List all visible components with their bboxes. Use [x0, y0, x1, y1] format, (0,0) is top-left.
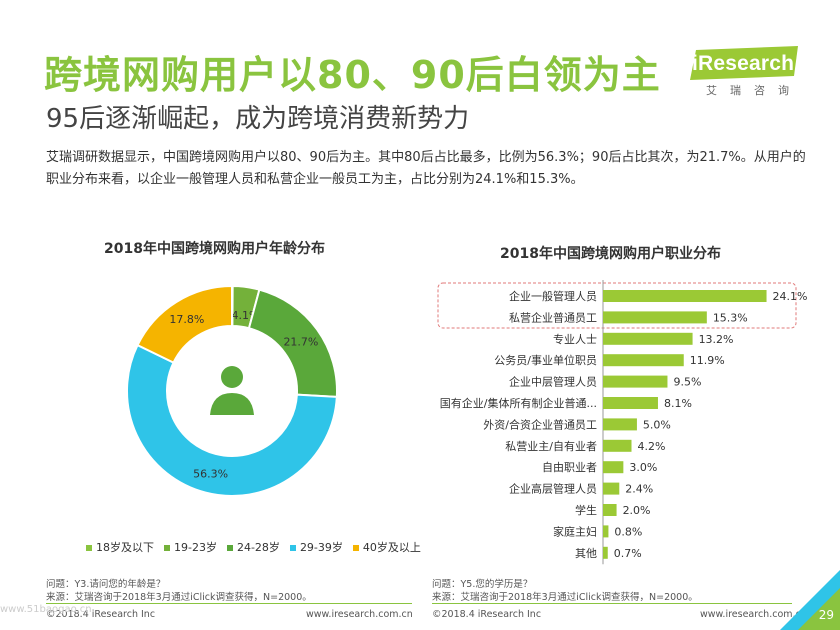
bar-category-label: 自由职业者 — [542, 460, 597, 474]
highlight-box — [437, 282, 797, 329]
bar-value-label: 2.4% — [625, 483, 653, 496]
legend-label: 24-28岁 — [236, 541, 280, 554]
donut-slice — [126, 343, 338, 497]
bar-value-label: 9.5% — [673, 376, 701, 389]
legend-swatch — [164, 545, 170, 551]
legend-label: 18岁及以下 — [96, 541, 154, 554]
page-subtitle: 95后逐渐崛起，成为跨境消费新势力 — [46, 104, 470, 134]
donut-label: 21.7% — [283, 335, 318, 348]
bar — [603, 482, 620, 495]
left-copyright: ©2018.4 iResearch Inc — [46, 609, 156, 620]
donut-label: 56.3% — [193, 467, 228, 480]
user-icon-body — [210, 393, 254, 415]
bar — [603, 375, 668, 388]
bar-category-label: 专业人士 — [553, 332, 597, 346]
bar-category-label: 其他 — [575, 547, 597, 560]
age-donut-chart: 0.1%4.1%21.7%56.3%17.8% — [126, 284, 338, 497]
bar — [603, 397, 658, 409]
left-source: 来源：艾瑞咨询于2018年3月通过iClick调查获得，N=2000。 — [46, 592, 312, 603]
legend-label: 40岁及以上 — [362, 541, 421, 554]
legend-label: 29-39岁 — [299, 541, 343, 554]
right-copyright: ©2018.4 iResearch Inc — [432, 609, 542, 620]
legend-item: 18岁及以下 — [86, 541, 154, 554]
donut-slice — [136, 284, 233, 364]
legend-swatch — [289, 545, 296, 551]
legend-swatch — [226, 545, 233, 551]
legend-swatch — [86, 545, 92, 551]
legend-label: 19-23岁 — [174, 541, 217, 554]
page-title: 跨境网购用户以80、90后白领为主 — [44, 53, 661, 97]
bar-value-label: 11.9% — [690, 354, 725, 367]
bar-value-label: 15.3% — [713, 311, 748, 324]
footer-divider-right — [432, 603, 792, 604]
bar-category-label: 外资/合资企业普通员工 — [483, 417, 597, 431]
logo-badge-icon — [690, 46, 798, 80]
bar-value-label: 8.1% — [664, 397, 692, 410]
bar-category-label: 私营企业普通员工 — [509, 310, 597, 324]
bar-category-label: 国有企业/集体所有制企业普通... — [440, 396, 597, 410]
footer-divider-left — [46, 603, 412, 604]
bar — [603, 439, 632, 452]
right-source: 来源：艾瑞咨询于2018年3月通过iClick调查获得，N=2000。 — [432, 592, 698, 603]
age-chart-title: 2018年中国跨境网购用户年龄分布 — [104, 241, 325, 257]
legend-item: 24-28岁 — [226, 541, 280, 554]
legend-swatch — [352, 545, 359, 551]
logo-text: iResearch — [692, 52, 795, 75]
intro-paragraph: 艾瑞调研数据显示，中国跨境网购用户以80、90后为主。其中80后占比最多，比例为… — [46, 150, 806, 187]
occupation-bar-chart: 企业一般管理人员 24.1% 私营企业普通员工 15.3% 专业人士 13.2% 公务员/事… — [437, 280, 808, 565]
bar-category-label: 私营业主/自有业者 — [505, 439, 597, 453]
bar — [603, 311, 707, 324]
iresearch-logo: iResearch 艾瑞咨询 — [690, 46, 800, 98]
bar-value-label: 13.2% — [699, 333, 734, 346]
bar-category-label: 公务员/事业单位职员 — [494, 353, 597, 367]
bar-value-label: 2.0% — [623, 504, 651, 517]
watermark: www.51baogao.cn — [0, 604, 92, 615]
bar-value-label: 3.0% — [629, 461, 657, 474]
left-url: www.iresearch.com.cn — [306, 609, 413, 620]
bar-category-label: 学生 — [575, 503, 597, 517]
occupation-chart-title: 2018年中国跨境网购用户职业分布 — [500, 246, 721, 262]
bar — [603, 461, 624, 474]
bar — [603, 504, 617, 516]
bar-category-label: 企业高层管理人员 — [509, 482, 597, 496]
bar — [603, 332, 693, 345]
bar — [603, 546, 608, 559]
corner-decoration-icon — [780, 570, 840, 630]
bar — [603, 418, 637, 431]
age-legend: 18岁及以下 19-23岁 24-28岁 29-39岁 40岁及以上 — [86, 539, 431, 555]
logo-subtext: 艾瑞咨询 — [706, 84, 802, 97]
bar-value-label: 5.0% — [643, 418, 671, 431]
legend-item: 40岁及以上 — [352, 541, 421, 554]
bar-category-label: 家庭主妇 — [553, 524, 597, 538]
right-url: www.iresearch.com.cn — [700, 609, 807, 620]
bar-category-label: 企业一般管理人员 — [509, 289, 597, 303]
bar — [603, 290, 767, 302]
left-question: 问题：Y3.请问您的年龄是？ — [46, 579, 166, 590]
bar — [603, 354, 684, 367]
right-question: 问题：Y5.您的学历是？ — [432, 579, 533, 590]
bar — [603, 525, 609, 538]
bar-value-label: 4.2% — [638, 440, 666, 453]
bar-value-label: 0.7% — [614, 547, 642, 560]
donut-label: 17.8% — [169, 313, 204, 326]
bar-value-label: 24.1% — [773, 290, 808, 303]
bar-value-label: 0.8% — [614, 525, 642, 538]
legend-item: 19-23岁 — [164, 541, 217, 554]
legend-item: 29-39岁 — [289, 541, 343, 554]
user-icon-head — [221, 366, 243, 388]
bar-category-label: 企业中层管理人员 — [509, 375, 597, 389]
page-number: 29 — [818, 608, 834, 622]
